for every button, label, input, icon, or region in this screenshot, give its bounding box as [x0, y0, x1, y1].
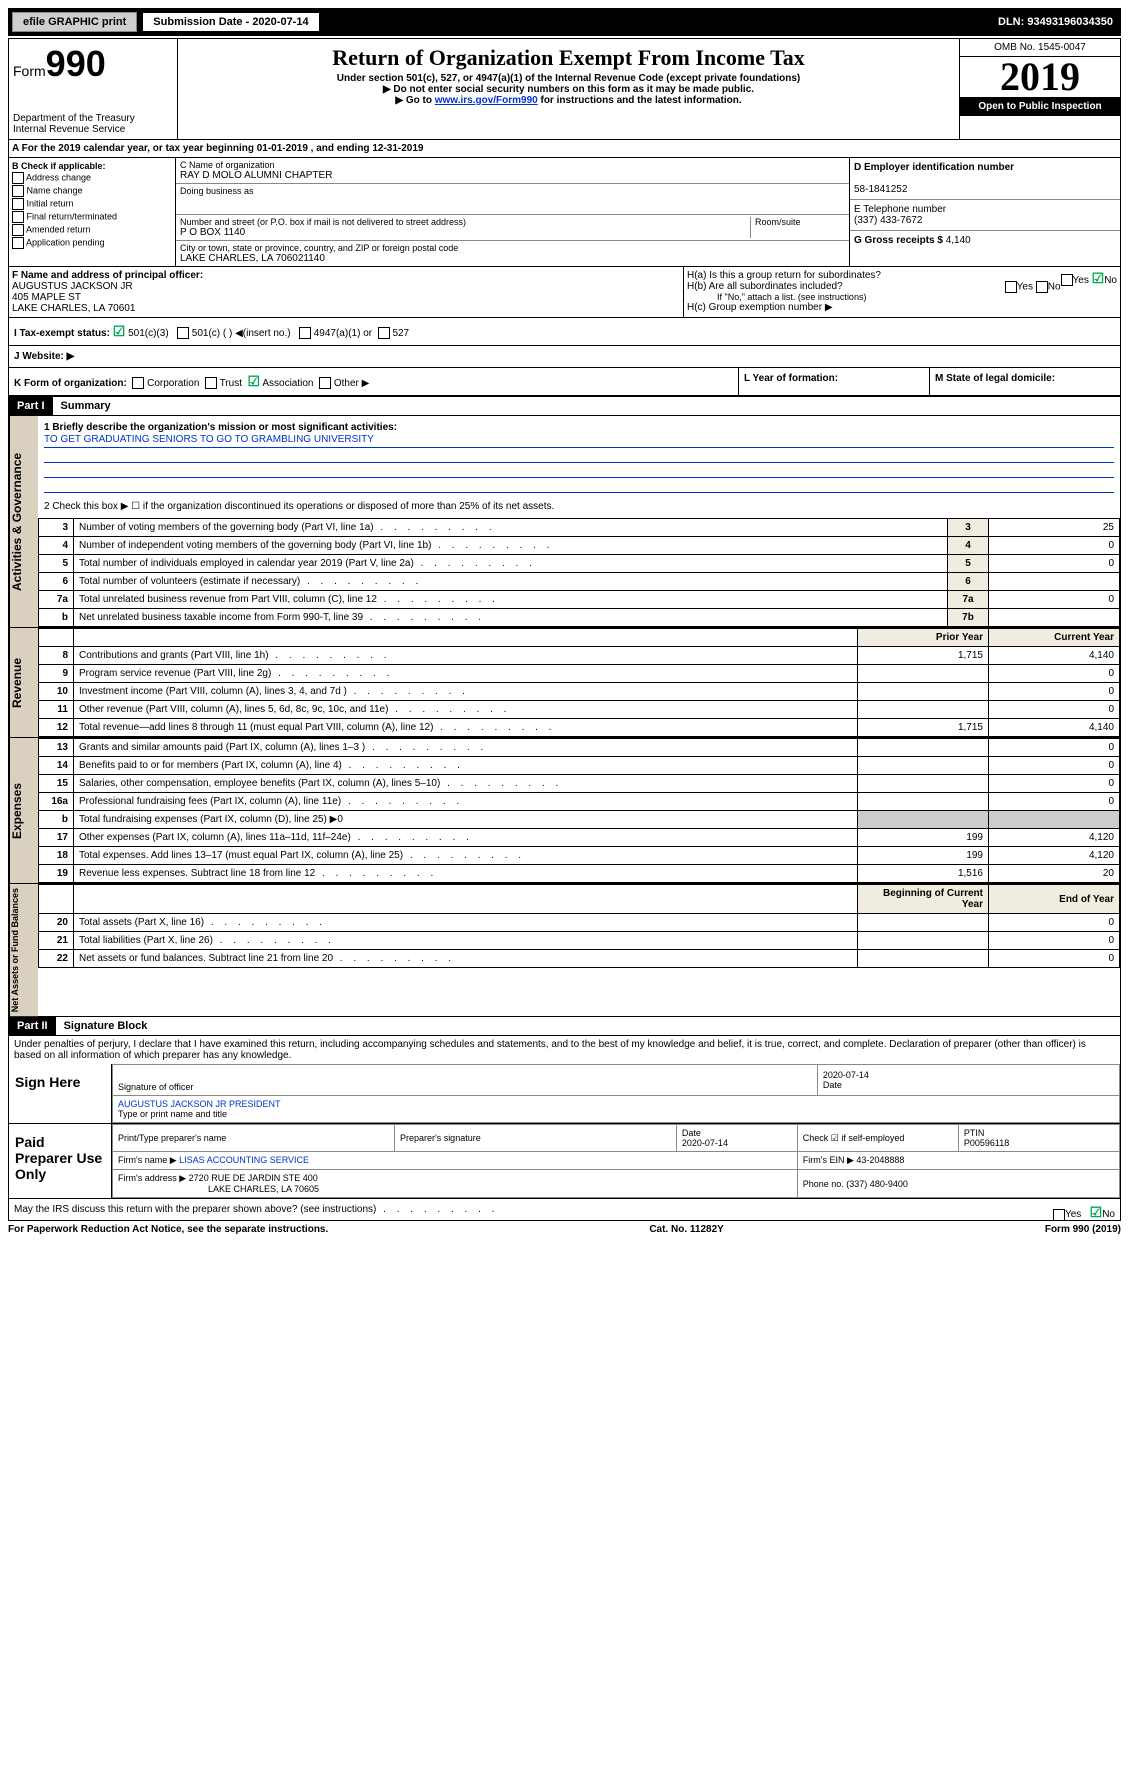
footer: For Paperwork Reduction Act Notice, see … — [8, 1221, 1121, 1238]
officer-name-title: AUGUSTUS JACKSON JR PRESIDENT Type or pr… — [113, 1096, 1120, 1123]
block-b-c-d: B Check if applicable: Address change Na… — [8, 158, 1121, 267]
room-suite-label: Room/suite — [751, 217, 845, 238]
org-name-label: C Name of organization — [180, 160, 845, 170]
perjury-text: Under penalties of perjury, I declare th… — [9, 1036, 1120, 1064]
firm-address-cell: Firm's address ▶ 2720 RUE DE JARDIN STE … — [113, 1170, 798, 1198]
officer-city: LAKE CHARLES, LA 70601 — [12, 303, 135, 314]
ein-value: 58-1841252 — [854, 184, 907, 195]
street-label: Number and street (or P.O. box if mail i… — [180, 217, 750, 227]
ptin-cell: PTINP00596118 — [958, 1125, 1119, 1152]
phone-value: (337) 433-7672 — [854, 215, 922, 226]
form-subtitle-3: ▶ Go to www.irs.gov/Form990 for instruct… — [182, 95, 955, 106]
h-c-label: H(c) Group exemption number ▶ — [687, 302, 1117, 313]
cat-number: Cat. No. 11282Y — [649, 1224, 723, 1235]
sig-date-cell: 2020-07-14Date — [817, 1065, 1119, 1096]
side-governance: Activities & Governance — [9, 416, 38, 627]
mission-blank-1 — [44, 448, 1114, 463]
gross-receipts-value: 4,140 — [946, 235, 971, 246]
firm-name-cell: Firm's name ▶ LISAS ACCOUNTING SERVICE — [113, 1152, 798, 1170]
part-2-header: Part II — [9, 1017, 56, 1035]
org-name: RAY D MOLO ALUMNI CHAPTER — [180, 170, 845, 181]
h-b-note: If "No," attach a list. (see instruction… — [687, 292, 1117, 302]
prep-sig-label: Preparer's signature — [394, 1125, 676, 1152]
side-expenses: Expenses — [9, 738, 38, 883]
cb-app-pending[interactable]: Application pending — [12, 237, 172, 249]
cb-address-change[interactable]: Address change — [12, 172, 172, 184]
paid-preparer-label: Paid Preparer Use Only — [9, 1124, 112, 1198]
top-bar: efile GRAPHIC print Submission Date - 20… — [8, 8, 1121, 36]
line1-label: 1 Briefly describe the organization's mi… — [44, 422, 397, 433]
sig-officer-cell: Signature of officer — [113, 1065, 818, 1096]
form-ref: Form 990 (2019) — [1045, 1224, 1121, 1235]
part-1-title: Summary — [53, 397, 119, 415]
mission-text: TO GET GRADUATING SENIORS TO GO TO GRAMB… — [44, 433, 1114, 448]
expenses-table: 13Grants and similar amounts paid (Part … — [38, 738, 1120, 883]
row-k-form-org: K Form of organization: Corporation Trus… — [8, 368, 1121, 396]
ein-label: D Employer identification number — [854, 162, 1014, 173]
city-label: City or town, state or province, country… — [180, 243, 845, 253]
open-to-public: Open to Public Inspection — [960, 97, 1120, 116]
gross-receipts-label: G Gross receipts $ — [854, 235, 943, 246]
officer-label: F Name and address of principal officer: — [12, 270, 203, 281]
row-a-calendar-year: A For the 2019 calendar year, or tax yea… — [8, 140, 1121, 158]
dept-treasury: Department of the Treasury Internal Reve… — [13, 113, 173, 135]
street-value: P O BOX 1140 — [180, 227, 750, 238]
firm-phone-cell: Phone no. (337) 480-9400 — [797, 1170, 1119, 1198]
box-b-label: B Check if applicable: — [12, 161, 106, 171]
line2-text: 2 Check this box ▶ ☐ if the organization… — [44, 501, 1114, 512]
officer-name: AUGUSTUS JACKSON JR — [12, 281, 133, 292]
tax-year: 2019 — [960, 57, 1120, 97]
submission-date: Submission Date - 2020-07-14 — [143, 13, 318, 31]
form990-link[interactable]: www.irs.gov/Form990 — [435, 95, 538, 106]
form-subtitle-1: Under section 501(c), 527, or 4947(a)(1)… — [182, 73, 955, 84]
officer-street: 405 MAPLE ST — [12, 292, 81, 303]
sign-here-label: Sign Here — [9, 1064, 112, 1123]
part-1-header: Part I — [9, 397, 53, 415]
mission-blank-3 — [44, 478, 1114, 493]
part-2-title: Signature Block — [56, 1017, 156, 1035]
firm-ein-cell: Firm's EIN ▶ 43-2048888 — [797, 1152, 1119, 1170]
irs-discuss-row: May the IRS discuss this return with the… — [9, 1198, 1120, 1220]
cb-initial-return[interactable]: Initial return — [12, 198, 172, 210]
revenue-table: Prior YearCurrent Year8Contributions and… — [38, 628, 1120, 737]
h-a-label: H(a) Is this a group return for subordin… — [687, 270, 881, 281]
side-revenue: Revenue — [9, 628, 38, 737]
net-assets-table: Beginning of Current YearEnd of Year20To… — [38, 884, 1120, 968]
city-value: LAKE CHARLES, LA 706021140 — [180, 253, 845, 264]
cb-amended[interactable]: Amended return — [12, 224, 172, 236]
h-b-label: H(b) Are all subordinates included? — [687, 281, 843, 292]
check-self-employed[interactable]: Check ☑ if self-employed — [797, 1125, 958, 1152]
year-formation-label: L Year of formation: — [744, 373, 838, 384]
pra-notice: For Paperwork Reduction Act Notice, see … — [8, 1224, 328, 1235]
efile-print-button[interactable]: efile GRAPHIC print — [12, 12, 137, 32]
block-f-h: F Name and address of principal officer:… — [8, 267, 1121, 318]
row-i-tax-status: I Tax-exempt status: ☑ 501(c)(3) 501(c) … — [8, 318, 1121, 346]
prep-name-label: Print/Type preparer's name — [113, 1125, 395, 1152]
row-j-website: J Website: ▶ — [8, 346, 1121, 368]
form-title: Return of Organization Exempt From Incom… — [182, 45, 955, 71]
form-subtitle-2: ▶ Do not enter social security numbers o… — [182, 84, 955, 95]
form-header: Form990 Department of the Treasury Inter… — [8, 38, 1121, 140]
phone-label: E Telephone number — [854, 204, 946, 215]
dba-label: Doing business as — [180, 186, 845, 196]
prep-date-cell: Date2020-07-14 — [676, 1125, 797, 1152]
cb-final-return[interactable]: Final return/terminated — [12, 211, 172, 223]
state-domicile-label: M State of legal domicile: — [935, 373, 1055, 384]
form-number: Form990 — [13, 43, 173, 85]
governance-table: 3Number of voting members of the governi… — [38, 518, 1120, 627]
mission-blank-2 — [44, 463, 1114, 478]
side-net-assets: Net Assets or Fund Balances — [9, 884, 38, 1016]
cb-name-change[interactable]: Name change — [12, 185, 172, 197]
dln-number: DLN: 93493196034350 — [998, 16, 1117, 28]
